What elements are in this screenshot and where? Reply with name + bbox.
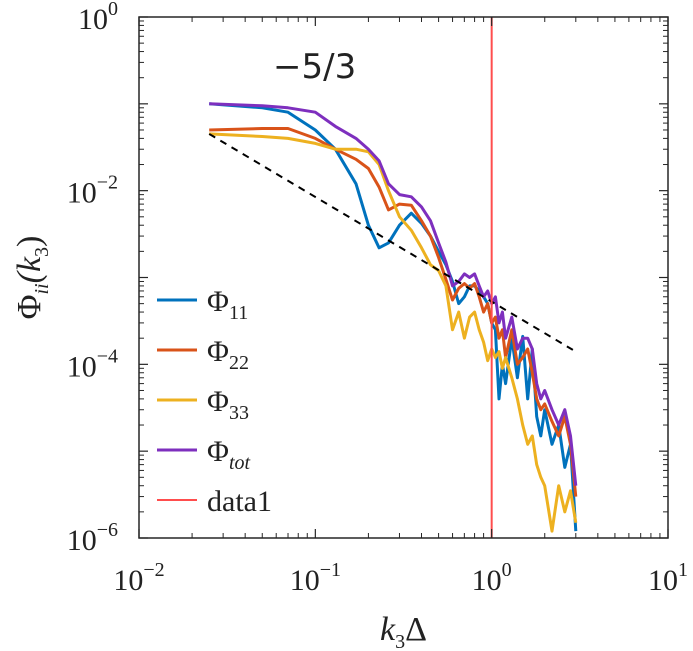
- legend: Φ11 Φ22 Φ33 Φtot data1: [157, 285, 272, 518]
- x-tick-label: 10−1: [290, 559, 341, 597]
- x-tick-label: 100: [472, 559, 512, 597]
- series-line-22: [209, 127, 578, 497]
- x-tick-label: 101: [648, 559, 688, 597]
- legend-item-33: Φ33: [157, 385, 249, 424]
- legend-label: Φtot: [207, 435, 250, 474]
- legend-item-tot: Φtot: [157, 435, 250, 474]
- axis-labels: k3Δ Φii(k3): [11, 236, 427, 651]
- legend-label: Φ22: [207, 335, 249, 374]
- y-tick-label: 10−6: [67, 519, 118, 557]
- x-tick-label: 10−2: [113, 559, 164, 597]
- legend-item-22: Φ22: [157, 335, 249, 374]
- legend-label: Φ33: [207, 385, 249, 424]
- legend-item-11: Φ11: [157, 285, 248, 324]
- plot-clip-group: [208, 17, 578, 538]
- y-axis-label: Φii(k3): [11, 236, 53, 320]
- reference-slope-line: [208, 133, 577, 353]
- axis-ticks: 10−2 10−1 100 101 10−6 10−4 10−2 100: [67, 0, 688, 597]
- legend-label: data1: [207, 485, 272, 518]
- y-tick-label: 100: [78, 0, 118, 36]
- y-tick-label: 10−4: [67, 345, 118, 383]
- x-axis-label: k3Δ: [380, 611, 427, 651]
- slope-annotation: −5/3: [273, 47, 356, 87]
- plot-area: −5/3: [138, 16, 669, 539]
- series-line-tot: [209, 102, 578, 486]
- legend-label: Φ11: [207, 285, 248, 324]
- y-tick-label: 10−2: [67, 172, 118, 210]
- legend-item-data1: data1: [157, 485, 272, 518]
- series-line-11: [209, 102, 578, 532]
- series-line-33: [209, 132, 578, 533]
